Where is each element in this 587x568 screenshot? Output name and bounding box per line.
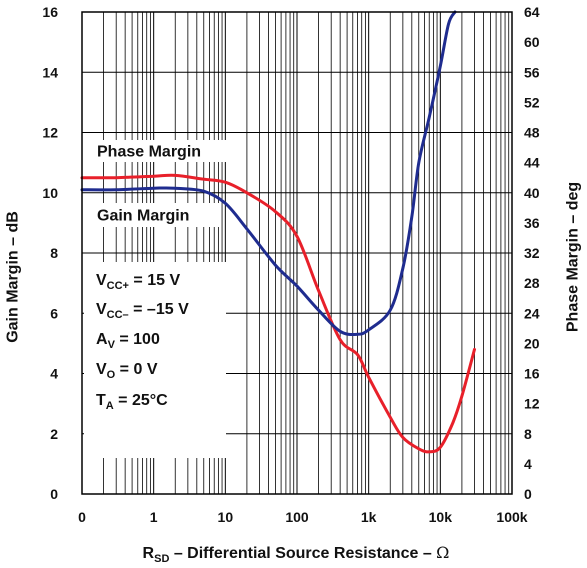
condition-subscript: A <box>106 400 114 412</box>
right-y-tick-label: 32 <box>524 245 540 261</box>
condition-label: AV = 100 <box>96 331 160 351</box>
x-axis-title-sub: SD <box>154 553 169 565</box>
x-axis-title-unit: Ω <box>436 543 449 562</box>
plot-border <box>81 11 513 495</box>
plot-frame <box>81 11 513 495</box>
right-y-tick-label: 4 <box>524 456 532 472</box>
left-y-tick-label: 8 <box>50 245 58 261</box>
x-axis-title-main: R <box>143 545 155 562</box>
condition-subscript: CC– <box>107 309 129 321</box>
condition-value: = 25°C <box>114 392 168 409</box>
right-y-tick-label: 0 <box>524 486 532 502</box>
x-tick-label: 1 <box>150 509 158 525</box>
gain-margin-curve <box>80 10 457 337</box>
right-y-tick-label: 8 <box>524 426 532 442</box>
condition-label: TA = 25°C <box>96 392 168 412</box>
x-tick-label: 100 <box>285 509 309 525</box>
right-y-tick-label: 48 <box>524 125 540 141</box>
x-tick-label: 10 <box>218 509 234 525</box>
left-y-tick-label: 4 <box>50 366 58 382</box>
series-lines <box>80 10 476 454</box>
conditions-background <box>84 262 226 458</box>
condition-label: VCC+ = 15 V <box>96 272 180 292</box>
annotations: Phase Margin Gain Margin <box>92 140 228 227</box>
left-y-tick-label: 10 <box>42 185 58 201</box>
condition-symbol: V <box>96 301 107 318</box>
x-axis-title-rest: – Differential Source Resistance – <box>169 545 436 562</box>
x-axis-title: RSD – Differential Source Resistance – Ω <box>143 543 450 565</box>
right-y-tick-label: 64 <box>524 4 540 20</box>
condition-subscript: CC+ <box>107 280 129 292</box>
condition-symbol: V <box>96 361 107 378</box>
left-y-tick-label: 0 <box>50 486 58 502</box>
condition-label: VO = 0 V <box>96 361 158 381</box>
condition-value: = 15 V <box>129 272 180 289</box>
condition-symbol: A <box>96 331 108 348</box>
x-tick-label: 10k <box>429 509 453 525</box>
right-y-tick-label: 24 <box>524 305 540 321</box>
right-y-tick-label: 16 <box>524 366 540 382</box>
right-y-tick-label: 44 <box>524 155 540 171</box>
condition-symbol: V <box>96 272 107 289</box>
left-y-tick-label: 2 <box>50 426 58 442</box>
annotation-label: Gain Margin <box>97 208 189 225</box>
right-y-tick-label: 40 <box>524 185 540 201</box>
y-axis-title-left: Gain Margin – dB <box>5 211 22 343</box>
condition-value: = 0 V <box>115 361 158 378</box>
annotation-background <box>92 140 228 162</box>
left-y-ticks: 0 2 4 6 8 10 12 14 16 <box>42 4 58 502</box>
left-y-tick-label: 16 <box>42 4 58 20</box>
left-y-tick-label: 12 <box>42 125 58 141</box>
x-tick-label: 1k <box>361 509 377 525</box>
phase-margin-curve <box>80 173 476 454</box>
right-y-tick-label: 36 <box>524 215 540 231</box>
condition-value: = –15 V <box>129 301 189 318</box>
left-y-tick-label: 14 <box>42 64 58 80</box>
right-y-tick-label: 52 <box>524 94 540 110</box>
right-y-tick-label: 28 <box>524 275 540 291</box>
right-y-tick-label: 20 <box>524 335 540 351</box>
right-y-tick-label: 56 <box>524 64 540 80</box>
condition-label: VCC– = –15 V <box>96 301 189 321</box>
annotation-background <box>92 203 220 227</box>
condition-value: = 100 <box>115 331 160 348</box>
annotation-label: Phase Margin <box>97 144 201 161</box>
condition-symbol: T <box>96 392 106 409</box>
right-y-tick-label: 60 <box>524 34 540 50</box>
right-y-tick-label: 12 <box>524 396 540 412</box>
condition-subscript: V <box>108 339 116 351</box>
x-ticks: 0 1 10 100 1k 10k 100k <box>78 509 528 525</box>
x-tick-label: 0 <box>78 509 86 525</box>
condition-subscript: O <box>107 369 116 381</box>
y-axis-title-right: Phase Margin – deg <box>565 182 582 332</box>
x-tick-label: 100k <box>496 509 527 525</box>
left-y-tick-label: 6 <box>50 305 58 321</box>
